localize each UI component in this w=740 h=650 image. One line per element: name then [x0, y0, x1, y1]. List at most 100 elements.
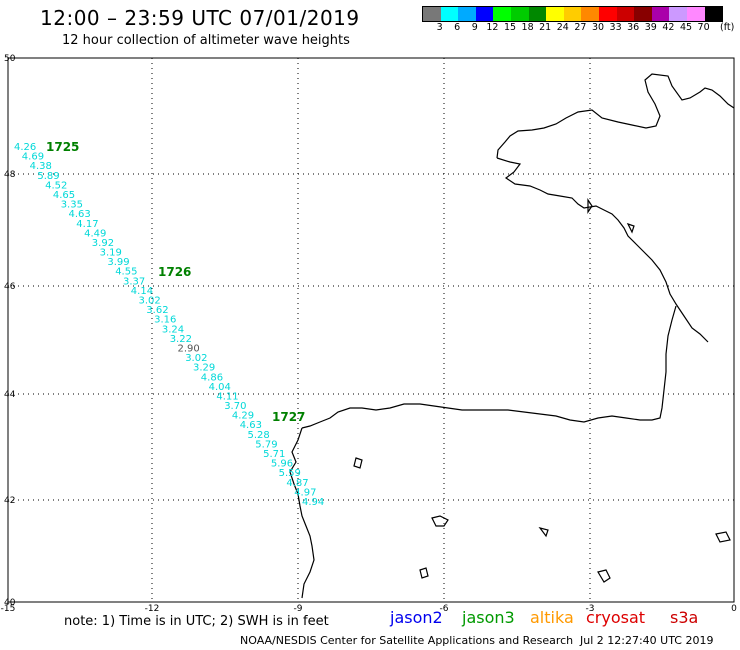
wave-height-reading: 4.49: [84, 228, 106, 239]
island-7: [626, 222, 635, 234]
coastline-iberia-west: [289, 427, 315, 599]
legend-tick-label: 36: [627, 22, 640, 33]
legend-swatch: [581, 7, 599, 21]
coastline-brittany-west: [496, 157, 709, 343]
footer-note: note: 1) Time is in UTC; 2) SWH is in fe…: [64, 614, 329, 629]
island-8: [587, 198, 593, 214]
legend-tick-label: 30: [591, 22, 605, 33]
satellite-label-altika: altika: [530, 608, 574, 627]
latitude-label: 44: [4, 390, 16, 400]
wave-height-reading: 3.99: [107, 257, 129, 268]
legend-swatch: [458, 7, 476, 21]
legend-swatch: [704, 7, 723, 21]
wave-height-reading: 3.02: [185, 353, 207, 364]
legend-tick-label: 21: [539, 22, 552, 33]
wave-height-reading: 3.70: [224, 401, 246, 412]
wave-height-reading: 4.97: [294, 487, 316, 498]
pass-number-label: 1725: [46, 140, 79, 154]
wave-height-reading: 4.26: [14, 142, 36, 153]
pass-number-label: 1726: [158, 265, 191, 279]
latitude-label: 42: [4, 496, 15, 506]
wave-height-reading: 3.19: [100, 248, 122, 259]
map-subtitle: 12 hour collection of altimeter wave hei…: [62, 33, 350, 48]
latitude-label: 46: [4, 282, 16, 292]
legend-swatch: [598, 7, 617, 21]
legend-swatch: [510, 7, 529, 21]
latitude-label: 48: [4, 170, 16, 180]
wave-height-reading: 4.55: [115, 267, 137, 278]
legend-swatch: [423, 7, 441, 21]
legend-tick-label: 18: [521, 22, 534, 33]
wave-height-reading: 4.63: [69, 209, 91, 220]
wave-height-reading: 4.14: [131, 286, 153, 297]
coastline-brittany-north: [496, 73, 735, 159]
legend-swatch: [669, 7, 687, 21]
wave-height-reading: 5.28: [248, 430, 270, 441]
legend-swatch: [493, 7, 511, 21]
legend-tick-label: 6: [454, 22, 461, 33]
legend-swatch: [651, 7, 670, 21]
longitude-label: -15: [1, 604, 16, 614]
wave-height-reading: 3.16: [154, 315, 176, 326]
legend-unit: (ft): [720, 22, 735, 33]
wave-height-reading: 5.96: [271, 459, 293, 470]
graticule: 50 48 46 44 42 40-15 -12 -9 -6 -3 0: [1, 54, 737, 614]
wave-height-reading: 2.90: [178, 344, 200, 355]
longitude-label: -3: [586, 604, 595, 614]
wave-height-reading: 3.02: [139, 296, 161, 307]
legend-swatch: [563, 7, 582, 21]
satellite-label-jason2: jason2: [390, 608, 443, 627]
legend-tick-label: 42: [662, 22, 675, 33]
legend-swatch: [440, 7, 459, 21]
wave-height-reading: 4.38: [30, 161, 52, 172]
longitude-label: -9: [294, 604, 303, 614]
wave-height-reading: 5.59: [279, 468, 301, 479]
altimeter-track: 4.264.694.385.894.524.653.354.634.174.49…: [14, 140, 324, 508]
legend-swatch: [546, 7, 564, 21]
legend-tick-label: 9: [471, 22, 478, 33]
wave-height-reading: 4.94: [302, 497, 324, 508]
legend-tick-label: 39: [644, 22, 657, 33]
wave-height-reading: 3.92: [92, 238, 114, 249]
legend-swatch: [634, 7, 652, 21]
color-scale-legend: [422, 6, 724, 22]
coastline: [289, 73, 735, 599]
generation-timestamp: Jul 2 12:27:40 UTC 2019: [580, 634, 714, 647]
legend-tick-label: 12: [486, 22, 499, 33]
wave-height-reading: 3.24: [162, 324, 184, 335]
wave-height-reading: 4.86: [201, 372, 223, 383]
pass-number-label: 1727: [272, 410, 305, 424]
island-5: [353, 457, 363, 469]
longitude-label: -12: [145, 604, 160, 614]
legend-swatch: [616, 7, 635, 21]
wave-height-reading: 3.29: [193, 363, 215, 374]
satellite-label-jason3: jason3: [462, 608, 515, 627]
legend-tick-label: 15: [503, 22, 517, 33]
island-1: [431, 515, 449, 527]
wave-height-reading: 3.62: [146, 305, 168, 316]
color-scale-labels: 3 6 9 12 15 18 21 24 27 30 33 36 39 42 45 70 (ft): [422, 22, 735, 36]
wave-height-reading: 4.69: [22, 152, 44, 163]
wave-height-reading: 4.17: [76, 219, 98, 230]
wave-height-reading: 5.89: [37, 171, 59, 182]
wave-height-reading: 3.37: [123, 276, 145, 287]
legend-tick-label: 24: [556, 22, 569, 33]
legend-swatch: [475, 7, 494, 21]
map-title: 12:00 – 23:59 UTC 07/01/2019: [40, 6, 360, 30]
satellite-label-cryosat: cryosat: [586, 608, 646, 627]
island-2: [597, 569, 611, 583]
satellite-label-s3a: s3a: [670, 608, 699, 627]
legend-tick-label: 70: [697, 22, 710, 33]
wave-height-reading: 4.11: [216, 392, 238, 403]
wave-height-reading: 4.87: [286, 478, 308, 489]
coastline-biscay-east: [301, 305, 677, 429]
legend-swatch: [528, 7, 547, 21]
longitude-label: -6: [440, 604, 449, 614]
wave-height-reading: 3.35: [61, 200, 83, 211]
wave-height-reading: 4.29: [232, 411, 254, 422]
legend-tick-label: 33: [609, 22, 622, 33]
legend-tick-label: 27: [574, 22, 587, 33]
island-4: [419, 567, 429, 579]
wave-height-reading: 4.04: [209, 382, 231, 393]
